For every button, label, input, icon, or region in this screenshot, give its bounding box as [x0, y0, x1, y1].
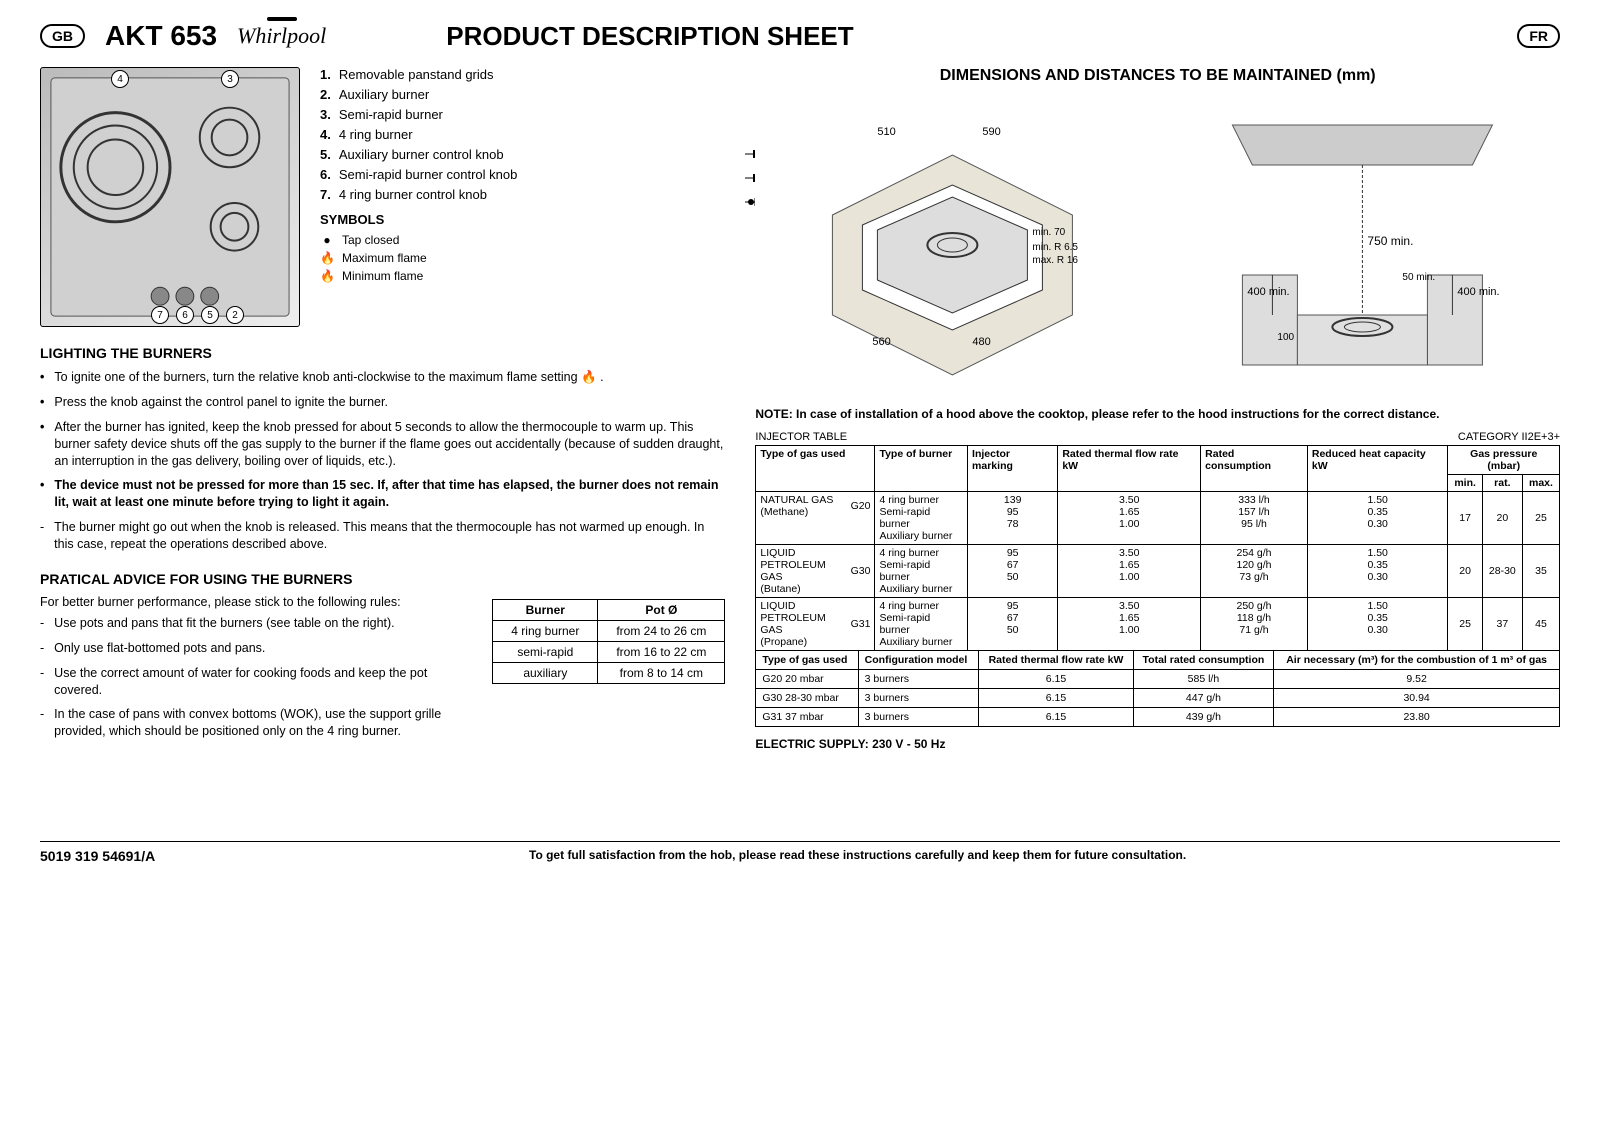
- svg-text:750 min.: 750 min.: [1368, 234, 1414, 248]
- page-title: PRODUCT DESCRIPTION SHEET: [446, 21, 853, 52]
- page-header: GB AKT 653 Whirlpool PRODUCT DESCRIPTION…: [40, 20, 1560, 52]
- symbol-row: ●Tap closed: [320, 233, 725, 247]
- parts-list-block: 1.Removable panstand grids 2.Auxiliary bu…: [320, 67, 725, 327]
- cooktop-diagram: 4 3 2 5 6 7: [40, 67, 300, 327]
- advice-item: In the case of pans with convex bottoms …: [40, 706, 477, 740]
- lighting-item: To ignite one of the burners, turn the r…: [40, 369, 725, 386]
- lighting-list: To ignite one of the burners, turn the r…: [40, 369, 725, 511]
- parts-item: 3.Semi-rapid burner: [320, 107, 725, 122]
- svg-text:min. R 6.5: min. R 6.5: [1033, 242, 1079, 253]
- pot-table-block: BurnerPot Ø4 ring burnerfrom 24 to 26 cm…: [492, 595, 725, 684]
- injector-table-label: INJECTOR TABLE: [755, 431, 847, 443]
- svg-text:min. 70: min. 70: [1033, 227, 1066, 238]
- lighting-item: After the burner has ignited, keep the k…: [40, 419, 725, 470]
- svg-text:400 min.: 400 min.: [1458, 286, 1500, 298]
- parts-item: 2.Auxiliary burner: [320, 87, 725, 102]
- svg-text:50 min.: 50 min.: [1403, 272, 1436, 283]
- svg-text:100: 100: [1278, 332, 1295, 343]
- svg-text:480: 480: [973, 336, 991, 348]
- left-column: 4 3 2 5 6 7 1.Removable panstand grids 2.…: [40, 67, 725, 751]
- dimensions-title: DIMENSIONS AND DISTANCES TO BE MAINTAINE…: [755, 67, 1560, 85]
- page-footer: 5019 319 54691/A To get full satisfactio…: [40, 841, 1560, 864]
- svg-text:560: 560: [873, 336, 891, 348]
- lighting-dash: The burner might go out when the knob is…: [40, 519, 725, 553]
- lighting-item: The device must not be pressed for more …: [40, 477, 725, 511]
- advice-item: Use the correct amount of water for cook…: [40, 665, 477, 699]
- symbol-row: 🔥Minimum flame: [320, 269, 725, 283]
- lighting-dash-text: The burner might go out when the knob is…: [54, 519, 725, 553]
- lighting-item: Press the knob against the control panel…: [40, 394, 725, 411]
- parts-item: 7.4 ring burner control knob: [320, 187, 725, 202]
- pot-table: BurnerPot Ø4 ring burnerfrom 24 to 26 cm…: [492, 599, 725, 684]
- svg-text:510: 510: [878, 126, 896, 138]
- injector-table-2: Type of gas usedConfiguration modelRated…: [755, 650, 1560, 727]
- advice-intro: For better burner performance, please st…: [40, 595, 477, 609]
- advice-item: Only use flat-bottomed pots and pans.: [40, 640, 477, 657]
- advice-item: Use pots and pans that fit the burners (…: [40, 615, 477, 632]
- electric-supply: ELECTRIC SUPPLY: 230 V - 50 Hz: [755, 737, 1560, 751]
- brand-logo: Whirlpool: [237, 23, 326, 49]
- lighting-heading: LIGHTING THE BURNERS: [40, 345, 725, 361]
- parts-item: 4.4 ring burner: [320, 127, 725, 142]
- injector-table: Type of gas usedType of burnerInjector m…: [755, 445, 1560, 651]
- doc-number: 5019 319 54691/A: [40, 848, 155, 864]
- hood-note: NOTE: In case of installation of a hood …: [755, 407, 1560, 423]
- injector-header-row: INJECTOR TABLE CATEGORY II2E+3+: [755, 431, 1560, 443]
- advice-list: Use pots and pans that fit the burners (…: [40, 615, 477, 740]
- symbols-heading: SYMBOLS: [320, 212, 725, 227]
- footer-message: To get full satisfaction from the hob, p…: [529, 848, 1186, 864]
- lang-badge-fr: FR: [1517, 24, 1560, 48]
- model-number: AKT 653: [105, 20, 217, 52]
- parts-list: 1.Removable panstand grids 2.Auxiliary bu…: [320, 67, 725, 202]
- parts-item: 6.Semi-rapid burner control knob: [320, 167, 725, 182]
- advice-text: For better burner performance, please st…: [40, 595, 477, 748]
- symbols-block: SYMBOLS ●Tap closed 🔥Maximum flame 🔥Minimu…: [320, 212, 725, 283]
- svg-text:400 min.: 400 min.: [1248, 286, 1290, 298]
- cutout-diagram: 510 590 min. 70 min. R 6.5 max. R 16 560…: [755, 95, 1150, 395]
- svg-text:590: 590: [983, 126, 1001, 138]
- right-column: DIMENSIONS AND DISTANCES TO BE MAINTAINE…: [755, 67, 1560, 751]
- parts-item: 5.Auxiliary burner control knob: [320, 147, 725, 162]
- category-label: CATEGORY II2E+3+: [1458, 431, 1560, 443]
- advice-heading: PRATICAL ADVICE FOR USING THE BURNERS: [40, 571, 725, 587]
- symbol-row: 🔥Maximum flame: [320, 251, 725, 265]
- clearance-diagram: 750 min. 400 min. 400 min. 50 min. 100: [1165, 95, 1560, 395]
- svg-text:max. R 16: max. R 16: [1033, 255, 1079, 266]
- header-left: GB AKT 653 Whirlpool PRODUCT DESCRIPTION…: [40, 20, 854, 52]
- lang-badge-gb: GB: [40, 24, 85, 48]
- parts-item: 1.Removable panstand grids: [320, 67, 725, 82]
